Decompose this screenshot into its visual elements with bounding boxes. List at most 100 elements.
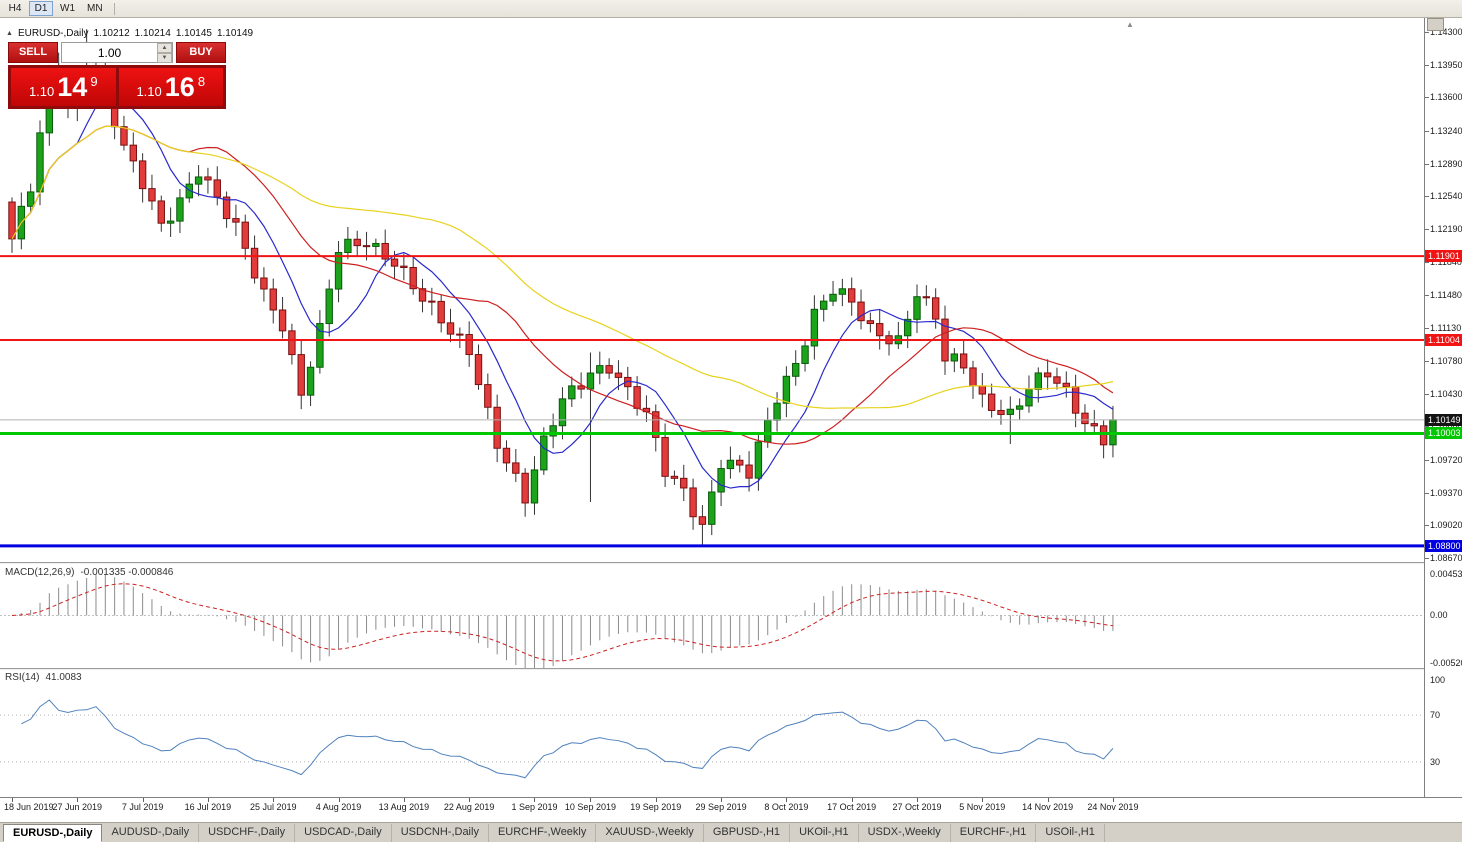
volume-spin-down-icon[interactable]: ▼	[157, 53, 172, 63]
date-axis-tick	[403, 798, 405, 802]
ohlc-high: 1.10214	[134, 28, 171, 39]
level-price-box: 1.11901	[1425, 250, 1462, 263]
tab-gbpusd-h1[interactable]: GBPUSD-,H1	[704, 824, 791, 842]
buy-price-display[interactable]: 1.10 16 8	[118, 68, 223, 106]
ohlc-open: 1.10212	[93, 28, 130, 39]
date-axis-tick	[655, 798, 657, 802]
tab-usoil-h1[interactable]: USOil-,H1	[1036, 824, 1105, 842]
rsi-axis-label: 100	[1430, 675, 1446, 685]
date-axis-label: 8 Oct 2019	[764, 802, 809, 812]
volume-control: ▲ ▼	[61, 42, 173, 63]
price-axis-tick	[1425, 261, 1429, 263]
chart-symbol: EURUSD-,Daily	[17, 28, 89, 39]
toolbar-separator	[113, 2, 115, 15]
date-axis[interactable]: 18 Jun 2019 27 Jun 2019 7 Jul 2019 16 Jul 2…	[0, 797, 1462, 822]
date-axis-label: 16 Jul 2019	[184, 802, 232, 812]
rsi-panel-splitter[interactable]	[0, 668, 1462, 670]
macd-axis-label: -0.005205	[1430, 658, 1462, 668]
macd-indicator-label: MACD(12,26,9) -0.001335 -0.000846	[5, 567, 173, 578]
date-axis-label: 13 Aug 2019	[378, 802, 430, 812]
macd-axis-label: 0.00	[1430, 610, 1448, 621]
chart-tabs-bar: EURUSD-,Daily AUDUSD-,Daily USDCHF-,Daily U…	[0, 822, 1462, 842]
date-axis-tick	[590, 798, 592, 802]
price-axis-label: 1.10080	[1430, 421, 1462, 432]
tab-eurchf-h1[interactable]: EURCHF-,H1	[951, 824, 1037, 842]
ohlc-close: 1.10149	[216, 28, 254, 39]
date-axis-tick	[77, 798, 79, 802]
volume-input[interactable]	[62, 43, 157, 62]
tab-usdcnh-daily[interactable]: USDCNH-,Daily	[392, 824, 489, 842]
date-axis-tick	[273, 798, 275, 802]
timeframe-mn[interactable]: MN	[87, 3, 103, 14]
date-axis-label: 19 Sep 2019	[630, 802, 682, 812]
date-axis-tick	[786, 798, 788, 802]
volume-spin-up-icon[interactable]: ▲	[157, 43, 172, 53]
chart-plot	[0, 29, 1424, 779]
date-axis-label: 5 Nov 2019	[959, 802, 1006, 812]
date-axis-tick	[721, 798, 723, 802]
timeframe-w1[interactable]: W1	[60, 3, 75, 14]
price-axis-label: 1.10780	[1430, 355, 1462, 366]
scale-grip[interactable]	[1427, 18, 1444, 31]
macd-panel-splitter[interactable]	[0, 562, 1462, 564]
price-axis-label: 1.12890	[1430, 158, 1462, 169]
date-axis-label: 27 Jun 2019	[52, 802, 103, 812]
price-axis-tick	[1425, 131, 1429, 133]
date-axis-tick	[982, 798, 984, 802]
timeframe-h4[interactable]: H4	[8, 3, 22, 14]
price-axis[interactable]: 1.14300 1.13950 1.13600 1.13240 1.12890 1.125…	[1424, 18, 1462, 797]
price-axis-label: 1.13950	[1430, 59, 1462, 70]
tab-eurchf-weekly[interactable]: EURCHF-,Weekly	[489, 824, 597, 842]
price-axis-tick	[1425, 163, 1429, 165]
tab-ukoil-h1[interactable]: UKOil-,H1	[790, 824, 859, 842]
price-axis-tick	[1425, 360, 1429, 362]
price-axis-tick	[1425, 426, 1429, 428]
date-axis-tick	[1047, 798, 1049, 802]
rsi-value: 41.0083	[45, 672, 82, 683]
sell-price-pips: 14	[57, 72, 88, 102]
tab-xauusd-weekly[interactable]: XAUUSD-,Weekly	[596, 824, 704, 842]
price-axis-label: 1.11480	[1430, 290, 1462, 301]
buy-price-pips: 16	[164, 72, 195, 102]
price-axis-label: 1.09020	[1430, 520, 1462, 531]
date-axis-label: 4 Aug 2019	[315, 802, 362, 812]
price-axis-label: 1.11130	[1430, 323, 1462, 334]
sell-price-display[interactable]: 1.10 14 9	[11, 68, 116, 106]
buy-price-point: 8	[197, 73, 206, 89]
ohlc-low: 1.10145	[175, 28, 212, 39]
shift-marker-icon: ▲	[1126, 20, 1134, 29]
date-axis-label: 1 Sep 2019	[511, 802, 558, 812]
tab-usdchf-daily[interactable]: USDCHF-,Daily	[199, 824, 296, 842]
date-axis-tick	[851, 798, 853, 802]
rsi-name: RSI(14)	[5, 672, 40, 683]
price-axis-label: 1.13240	[1430, 126, 1462, 137]
date-axis-tick	[142, 798, 144, 802]
timeframe-d1[interactable]: D1	[29, 1, 53, 16]
sell-price-point: 9	[90, 73, 98, 89]
buy-price-prefix: 1.10	[136, 83, 162, 99]
buy-button[interactable]: BUY	[176, 42, 226, 63]
collapse-icon[interactable]: ▲	[6, 30, 13, 37]
macd-axis-label: 0.004536	[1430, 569, 1462, 579]
date-axis-label: 27 Oct 2019	[892, 802, 942, 812]
date-axis-tick	[534, 798, 536, 802]
price-axis-label: 1.09720	[1430, 454, 1462, 465]
date-axis-label: 22 Aug 2019	[443, 802, 495, 812]
price-axis-tick	[1425, 492, 1429, 494]
price-axis-label: 1.10430	[1430, 388, 1462, 399]
tab-usdx-weekly[interactable]: USDX-,Weekly	[859, 824, 951, 842]
rsi-layer	[0, 699, 1424, 779]
sell-button[interactable]: SELL	[8, 42, 58, 63]
date-axis-label: 18 Jun 2019	[4, 802, 54, 812]
tab-eurusd-daily[interactable]: EURUSD-,Daily	[3, 824, 103, 842]
price-axis-tick	[1425, 196, 1429, 198]
current-price-box: 1.10149	[1425, 413, 1462, 426]
tab-audusd-daily[interactable]: AUDUSD-,Daily	[102, 824, 200, 842]
date-axis-label: 14 Nov 2019	[1022, 802, 1074, 812]
level-price-box: 1.08800	[1425, 539, 1462, 552]
date-axis-tick	[917, 798, 918, 802]
chart-window[interactable]: ▲ EURUSD-,Daily 1.10212 1.10214 1.10 14 5 …	[0, 18, 1462, 822]
tab-usdcad-daily[interactable]: USDCAD-,Daily	[295, 824, 392, 842]
one-click-trading-panel: SELL ▲ ▼ BUY 1.10 14 9 1.10	[8, 42, 226, 109]
chart-ohlc-header: ▲ EURUSD-,Daily 1.10212 1.10214 1.10145 …	[6, 28, 253, 39]
